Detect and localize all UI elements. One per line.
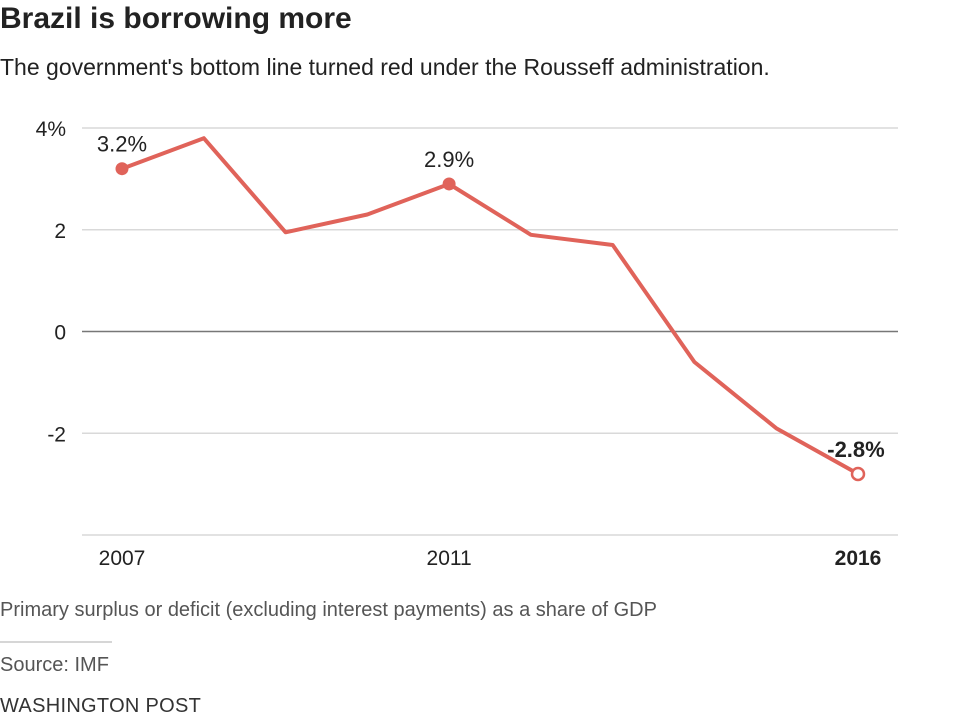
chart-note: Primary surplus or deficit (excluding in… <box>0 599 657 621</box>
y-tick-label: -2 <box>47 423 66 446</box>
annotations: 3.2% 2.9% -2.8% <box>97 132 885 482</box>
chart-title: Brazil is borrowing more <box>0 2 352 35</box>
divider <box>0 641 112 643</box>
line-chart: 4% 2 0 -2 2007 2011 2016 3.2% 2.9% -2.8% <box>36 118 898 570</box>
x-tick-label: 2016 <box>835 547 882 570</box>
data-point-marker <box>115 162 129 176</box>
chart-subtitle: The government's bottom line turned red … <box>0 54 770 80</box>
data-label: 2.9% <box>424 147 474 172</box>
y-axis-tick-labels: 4% 2 0 -2 <box>36 118 66 446</box>
data-label: 3.2% <box>97 132 147 157</box>
gridlines <box>82 127 898 536</box>
data-label: -2.8% <box>827 437 884 462</box>
x-tick-label: 2011 <box>427 547 472 570</box>
data-point-marker <box>850 466 866 482</box>
y-tick-label: 4% <box>36 118 66 141</box>
series-line-path <box>120 136 860 476</box>
y-tick-label: 0 <box>54 322 66 345</box>
publisher-credit: WASHINGTON POST <box>0 695 202 717</box>
y-tick-label: 2 <box>54 220 66 243</box>
data-point-marker <box>442 177 456 191</box>
x-axis-tick-labels: 2007 2011 2016 <box>99 547 882 570</box>
x-tick-label: 2007 <box>99 547 146 570</box>
source-credit: Source: IMF <box>0 654 109 676</box>
series-line <box>120 136 860 476</box>
